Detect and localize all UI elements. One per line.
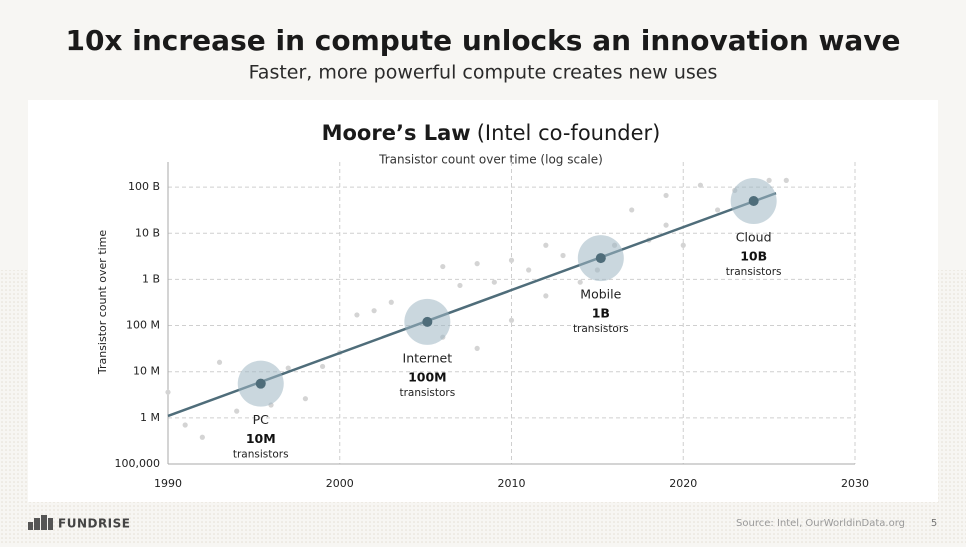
data-point: [680, 242, 686, 248]
milestone-dot: [748, 196, 759, 207]
slide-subtitle: Faster, more powerful compute creates ne…: [249, 62, 718, 84]
x-tick-label: 2020: [669, 477, 697, 490]
data-point: [457, 282, 463, 289]
data-point: [371, 308, 377, 314]
chart-title-note: (Intel co-founder): [477, 121, 661, 145]
milestone-label: Cloud: [736, 230, 772, 245]
chart-title-main: Moore’s Law: [322, 121, 471, 145]
data-point: [543, 242, 549, 248]
data-point: [491, 279, 497, 285]
page-number: 5: [931, 518, 937, 529]
y-tick-label: 1 B: [142, 272, 160, 285]
brand-logo: [28, 515, 53, 530]
data-point: [697, 182, 704, 188]
data-point: [663, 222, 669, 228]
milestone-count: 1B: [592, 306, 610, 321]
milestone-count: 10B: [740, 249, 767, 264]
milestone-dot: [422, 316, 433, 327]
milestone-unit: transistors: [726, 266, 782, 278]
milestone-count: 10M: [246, 431, 276, 446]
x-tick-label: 2030: [841, 477, 869, 490]
chart-subtitle: Transistor count over time (log scale): [378, 153, 603, 167]
logo-block: [41, 515, 47, 530]
data-point: [560, 252, 566, 259]
milestone-dot: [255, 378, 266, 389]
data-point: [302, 396, 308, 402]
y-tick-label: 1 M: [140, 411, 160, 424]
milestone-unit: transistors: [573, 323, 629, 335]
chart-title: Moore’s Law (Intel co-founder): [322, 121, 661, 145]
milestone-unit: transistors: [399, 387, 455, 399]
data-point: [165, 389, 171, 395]
source-note: Source: Intel, OurWorldinData.org: [736, 518, 905, 529]
data-point: [543, 293, 549, 299]
plot: 100,000 1 M 10 M 100 M 1 B 10 B 100 B 1990 2000 2…: [115, 162, 869, 490]
y-tick-label: 100 B: [128, 180, 160, 193]
data-point: [319, 363, 326, 370]
data-point: [783, 177, 789, 183]
data-point: [388, 299, 394, 305]
milestone-dot: [595, 253, 606, 264]
data-point: [663, 192, 669, 199]
data-point: [216, 359, 223, 365]
y-axis-label: Transistor count over time: [96, 230, 109, 376]
data-point: [474, 345, 480, 351]
data-point: [526, 267, 532, 273]
data-point: [766, 177, 772, 183]
data-point: [285, 365, 291, 371]
milestone-label: Mobile: [580, 287, 621, 302]
milestone-label: Internet: [403, 350, 453, 365]
data-point: [508, 317, 515, 323]
data-point: [354, 312, 360, 318]
milestone-count: 100M: [408, 369, 447, 384]
data-point: [508, 257, 515, 263]
logo-block: [48, 518, 53, 530]
data-point: [715, 207, 721, 213]
data-point: [234, 408, 240, 414]
milestone-label: PC: [253, 412, 270, 427]
milestone-unit: transistors: [233, 449, 289, 461]
data-point: [474, 261, 480, 267]
logo-block: [34, 518, 40, 530]
y-tick-label: 10 M: [133, 365, 160, 378]
data-point: [629, 207, 635, 213]
x-tick-label: 1990: [154, 477, 182, 490]
data-point: [199, 434, 205, 440]
y-tick-label: 10 B: [135, 226, 160, 239]
data-point: [182, 422, 188, 428]
y-tick-label: 100 M: [126, 319, 160, 332]
slide-title: 10x increase in compute unlocks an innov…: [65, 24, 900, 57]
x-tick-label: 2000: [326, 477, 354, 490]
logo-block: [28, 522, 33, 530]
brand-name: FUNDRISE: [58, 517, 131, 531]
y-tick-label: 100,000: [115, 457, 161, 470]
x-tick-label: 2010: [498, 477, 526, 490]
data-point: [577, 279, 583, 285]
data-point: [440, 263, 446, 270]
